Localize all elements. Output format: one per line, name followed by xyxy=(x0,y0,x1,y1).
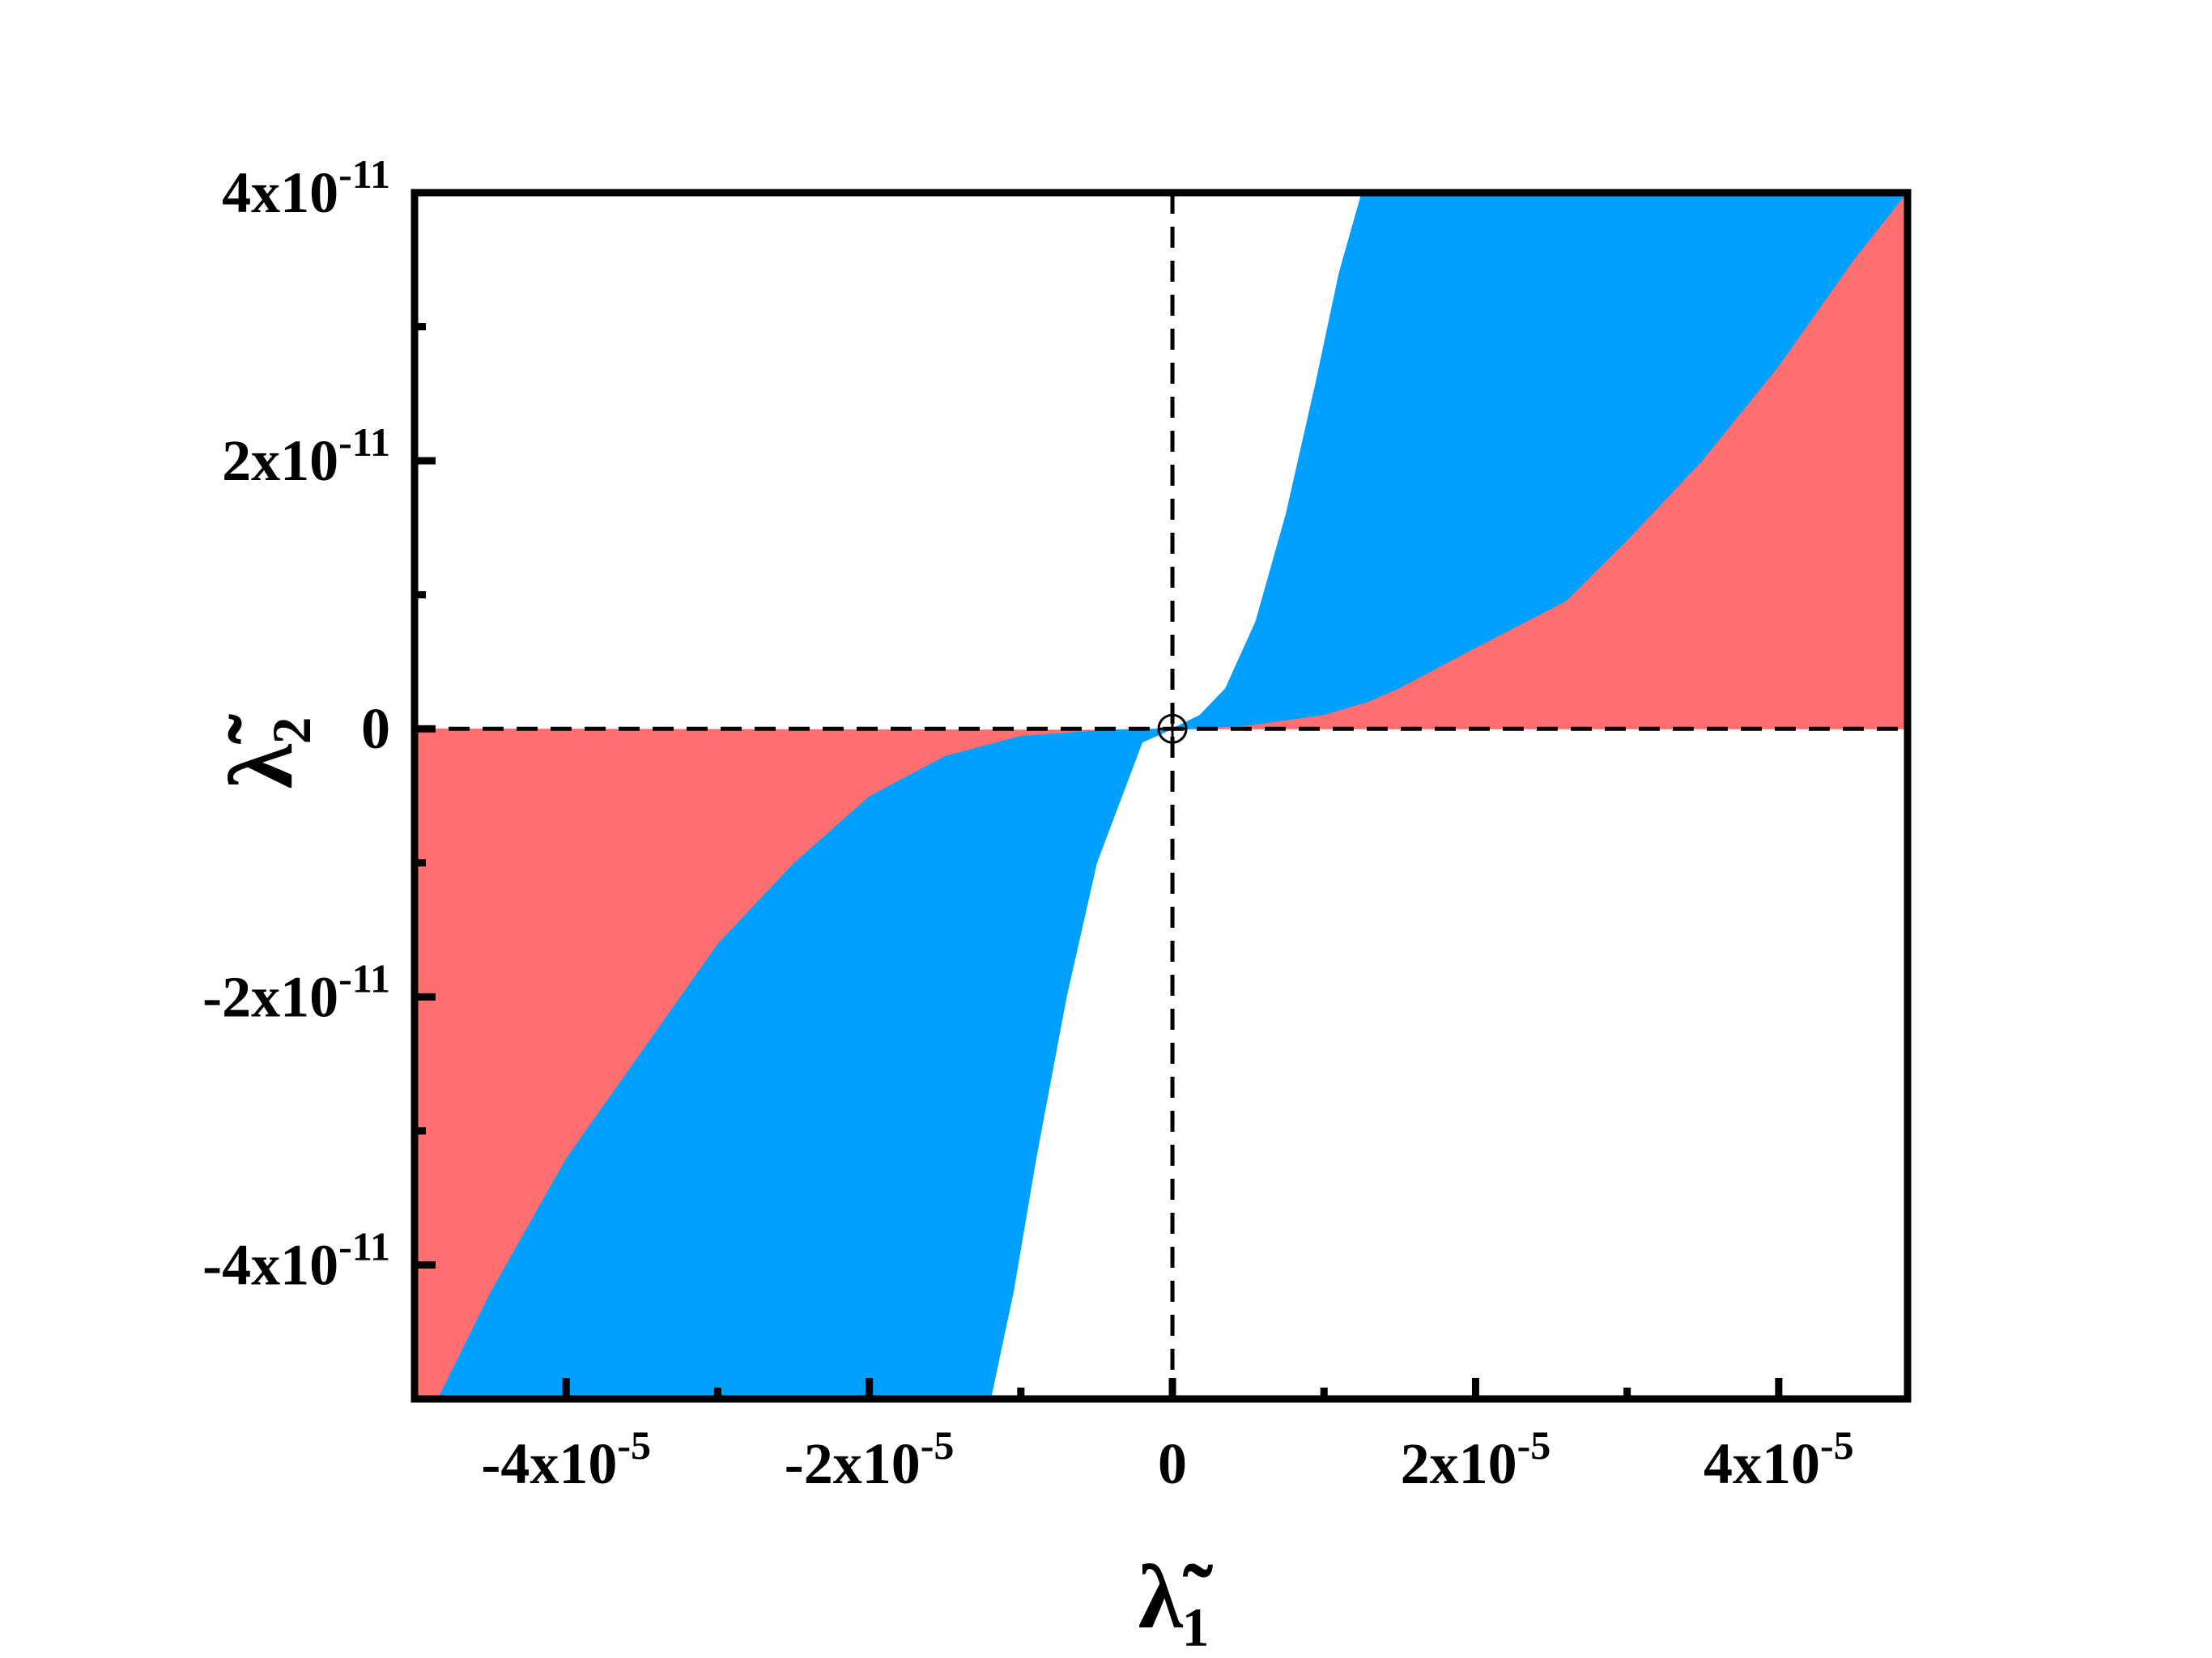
ticks-layer xyxy=(415,189,1783,1399)
reference-lines xyxy=(415,193,1908,1399)
y-tick-label-0: 4x10-11 xyxy=(222,151,390,225)
x-tick-label-0: -4x10-5 xyxy=(481,1422,651,1496)
y-axis-label: λ̃₂ xyxy=(211,713,312,789)
y-tick-label-4: -4x10-11 xyxy=(202,1223,390,1297)
origin-marker xyxy=(1157,713,1188,744)
regions-layer xyxy=(415,193,1908,1399)
region-1 xyxy=(1202,193,1908,729)
region-3 xyxy=(415,728,1097,1399)
plot-frame xyxy=(410,189,1912,1403)
x-tick-label-3: 2x10-5 xyxy=(1401,1422,1551,1496)
x-tick-label-4: 4x10-5 xyxy=(1704,1422,1854,1496)
x-tick-label-1: -2x10-5 xyxy=(785,1422,955,1496)
tick-labels-layer: -4x10-5 -2x10-5 0 2x10-5 4x10-5 4x10-11 2x10-1… xyxy=(202,151,1854,1496)
y-tick-label-1: 2x10-11 xyxy=(222,419,390,493)
x-tick-label-2: 0 xyxy=(1158,1431,1187,1496)
y-tick-label-2: 0 xyxy=(361,696,390,761)
y-tick-label-3: -2x10-11 xyxy=(202,955,390,1029)
x-axis-label: λ̃₁ xyxy=(1138,1547,1214,1647)
